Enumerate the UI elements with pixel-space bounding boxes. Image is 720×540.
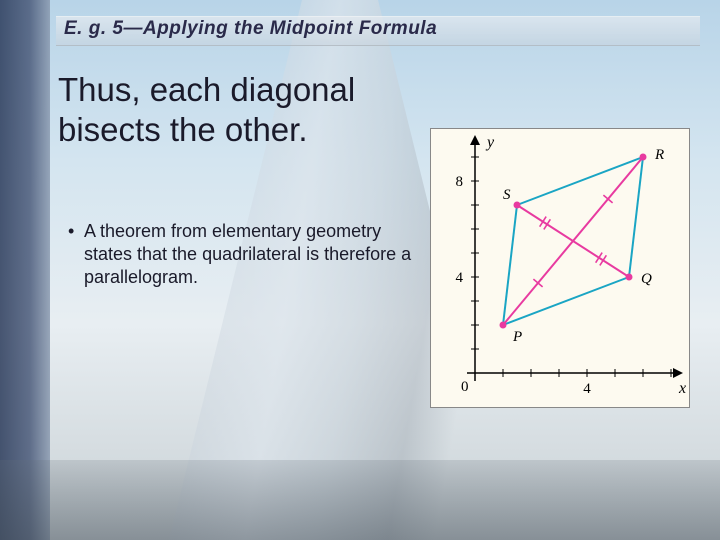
svg-text:S: S [503,187,511,203]
background-ground [0,460,720,540]
svg-text:4: 4 [456,270,464,286]
background-left-building [0,0,50,540]
main-statement: Thus, each diagonal bisects the other. [58,70,458,149]
bullet-text: A theorem from elementary geometry state… [84,220,414,289]
svg-text:P: P [512,329,522,345]
svg-text:R: R [654,147,664,163]
svg-text:4: 4 [583,381,591,397]
svg-text:Q: Q [641,271,652,287]
svg-text:8: 8 [456,174,464,190]
coordinate-plot-svg: 4 4 8 0 x y P Q R S [431,129,691,409]
slide-title: E. g. 5—Applying the Midpoint Formula [64,18,437,40]
svg-text:y: y [485,134,495,151]
coordinate-figure: 4 4 8 0 x y P Q R S [430,128,690,408]
svg-text:0: 0 [461,379,469,395]
svg-text:x: x [678,380,686,397]
